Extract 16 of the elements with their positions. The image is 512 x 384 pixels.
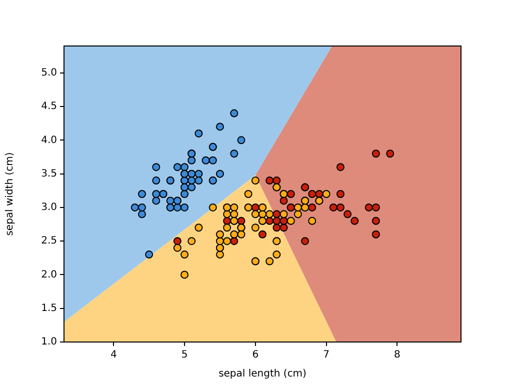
x-tick-label: 6 [252, 350, 259, 361]
x-tick-label: 4 [110, 350, 117, 361]
y-tick-label: 1.0 [41, 336, 57, 348]
y-tick-label: 4.5 [41, 101, 57, 112]
y-tick-label: 5.0 [41, 68, 57, 79]
y-tick-label: 2.0 [41, 269, 57, 280]
x-tick-label: 8 [394, 350, 400, 361]
x-tick-label: 5 [181, 350, 188, 361]
y-tick-label: 1.5 [41, 302, 57, 314]
y-tick-label: 3.5 [41, 168, 57, 180]
y-tick-label: 4.0 [41, 134, 57, 146]
x-tick-label: 7 [323, 350, 330, 361]
y-tick-label: 3.0 [41, 202, 57, 214]
y-tick-label: 2.5 [41, 236, 57, 247]
x-axis-title: sepal length (cm) [218, 368, 307, 380]
y-axis-title: sepal width (cm) [4, 152, 16, 236]
